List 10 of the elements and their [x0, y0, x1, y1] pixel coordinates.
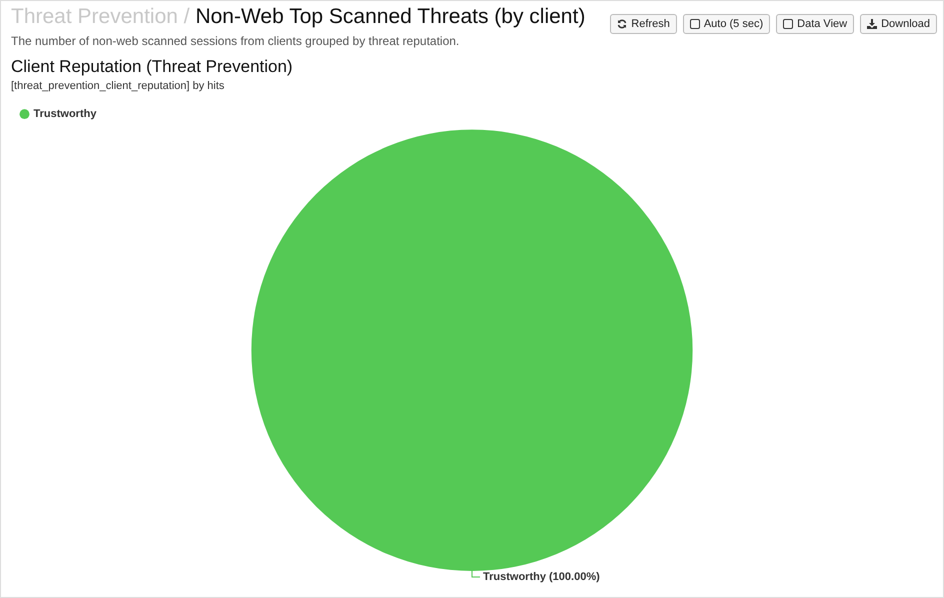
button[interactable]: Data View	[776, 14, 854, 34]
button[interactable]: Download	[860, 14, 937, 34]
legend-label: Trustworthy	[34, 108, 98, 120]
text: The number of non-web scanned sessions from clients grouped by threat reputation.	[11, 34, 460, 48]
button[interactable]: Auto (5 sec)	[682, 14, 770, 34]
data-label: Trustworthy (100.00%)	[483, 571, 600, 584]
text: Non-Web Top Scanned Threats (by client)	[195, 5, 586, 28]
chart-subtitle: [threat_prevention_client_reputation] by hits	[11, 80, 225, 92]
button[interactable]: Refresh	[610, 14, 677, 34]
chart-title: Client Reputation (Threat Prevention)	[11, 56, 293, 76]
